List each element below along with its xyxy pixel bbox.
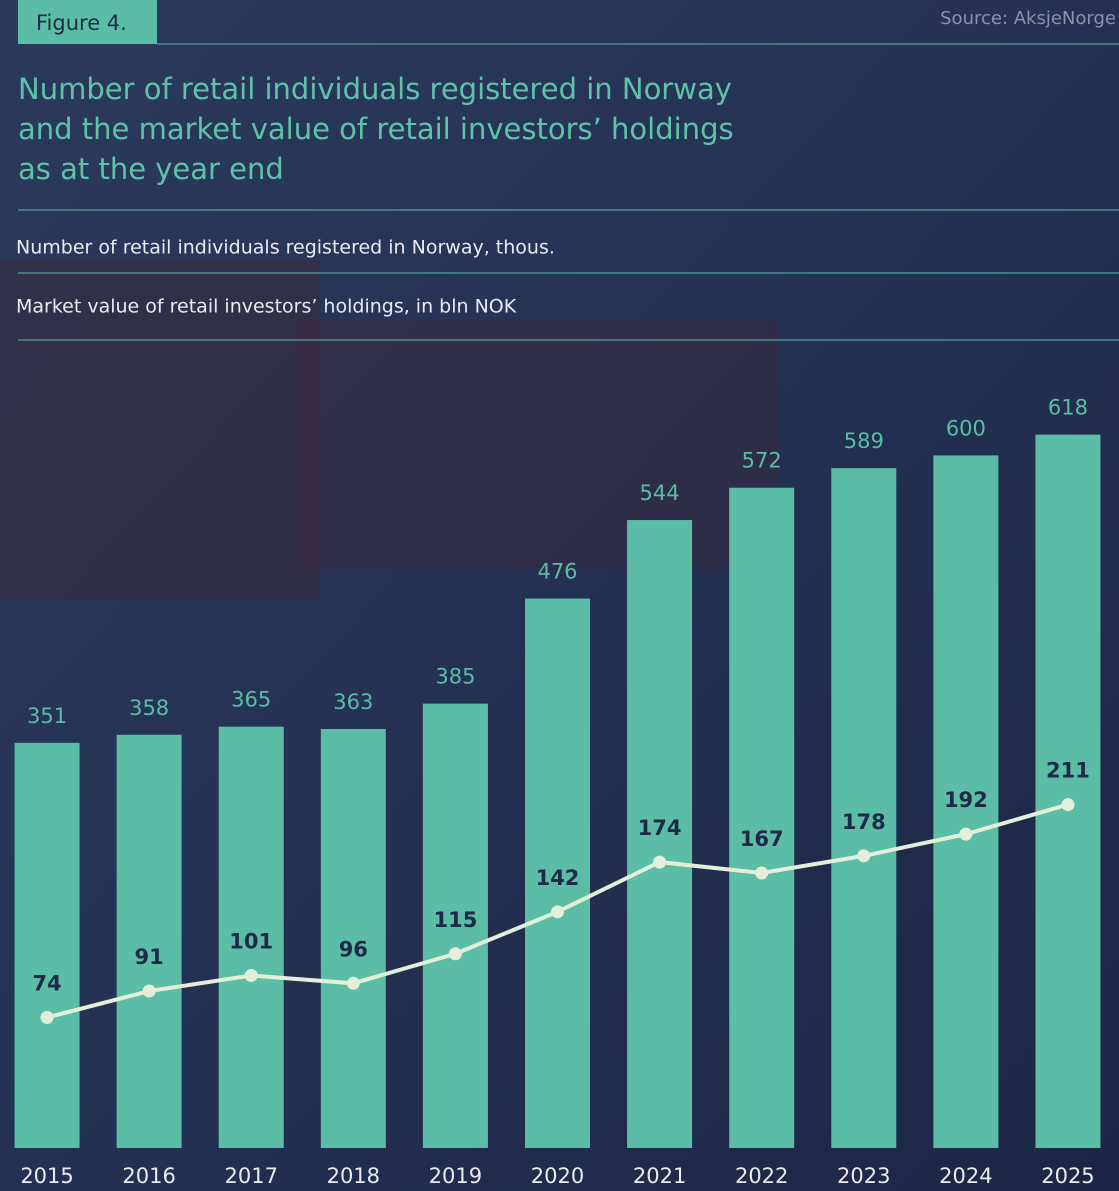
line-value-label: 178 [842, 810, 886, 834]
x-tick-label: 2021 [633, 1164, 686, 1188]
line-value-label: 192 [944, 788, 988, 812]
x-tick-label: 2023 [837, 1164, 890, 1188]
line-value-label: 101 [229, 930, 273, 954]
line-value-label: 115 [433, 908, 477, 932]
line-point [143, 985, 156, 998]
bar-value-label: 365 [231, 688, 271, 712]
bar-value-label: 618 [1048, 396, 1088, 420]
chart-title: as at the year end [18, 152, 284, 186]
line-value-label: 174 [638, 816, 682, 840]
bar-value-label: 572 [742, 449, 782, 473]
x-tick-label: 2017 [225, 1164, 278, 1188]
background-house [300, 320, 780, 570]
line-point [1061, 798, 1074, 811]
line-value-label: 142 [536, 866, 580, 890]
x-tick-label: 2022 [735, 1164, 788, 1188]
chart-title: and the market value of retail investors… [18, 112, 734, 146]
x-tick-label: 2015 [20, 1164, 73, 1188]
line-value-label: 74 [32, 971, 61, 995]
line-point [653, 856, 666, 869]
bar [1035, 435, 1100, 1148]
x-tick-label: 2019 [429, 1164, 482, 1188]
bar-value-label: 544 [640, 481, 680, 505]
line-point [857, 849, 870, 862]
source: Source: AksjeNorge [940, 8, 1116, 29]
line-point [959, 828, 972, 841]
line-value-label: 167 [740, 827, 784, 851]
x-tick-label: 2025 [1041, 1164, 1094, 1188]
line-value-label: 96 [339, 937, 368, 961]
bar [15, 743, 80, 1148]
line-point [755, 866, 768, 879]
line-value-label: 91 [135, 945, 164, 969]
figure-label: Figure 4. [36, 11, 127, 35]
bar-value-label: 385 [435, 665, 475, 689]
bar [831, 468, 896, 1148]
bar [729, 488, 794, 1148]
legend-label: Market value of retail investors’ holdin… [16, 296, 517, 318]
bar-value-label: 363 [333, 690, 373, 714]
x-tick-label: 2024 [939, 1164, 992, 1188]
bar-value-label: 589 [844, 429, 884, 453]
bar-value-label: 351 [27, 704, 67, 728]
line-point [449, 947, 462, 960]
chart: Figure 4. Source: AksjeNorge Number of r… [0, 0, 1119, 1191]
line-value-label: 211 [1046, 759, 1090, 783]
bar-value-label: 600 [946, 416, 986, 440]
bar-value-label: 358 [129, 696, 169, 720]
legend-label: Number of retail individuals registered … [16, 237, 555, 259]
x-tick-label: 2018 [327, 1164, 380, 1188]
chart-title: Number of retail individuals registered … [18, 72, 732, 106]
bar [117, 735, 182, 1148]
bar-value-label: 476 [537, 560, 577, 584]
line-point [347, 977, 360, 990]
x-tick-label: 2016 [122, 1164, 175, 1188]
line-point [41, 1011, 54, 1024]
line-point [245, 969, 258, 982]
x-tick-label: 2020 [531, 1164, 584, 1188]
line-point [551, 905, 564, 918]
